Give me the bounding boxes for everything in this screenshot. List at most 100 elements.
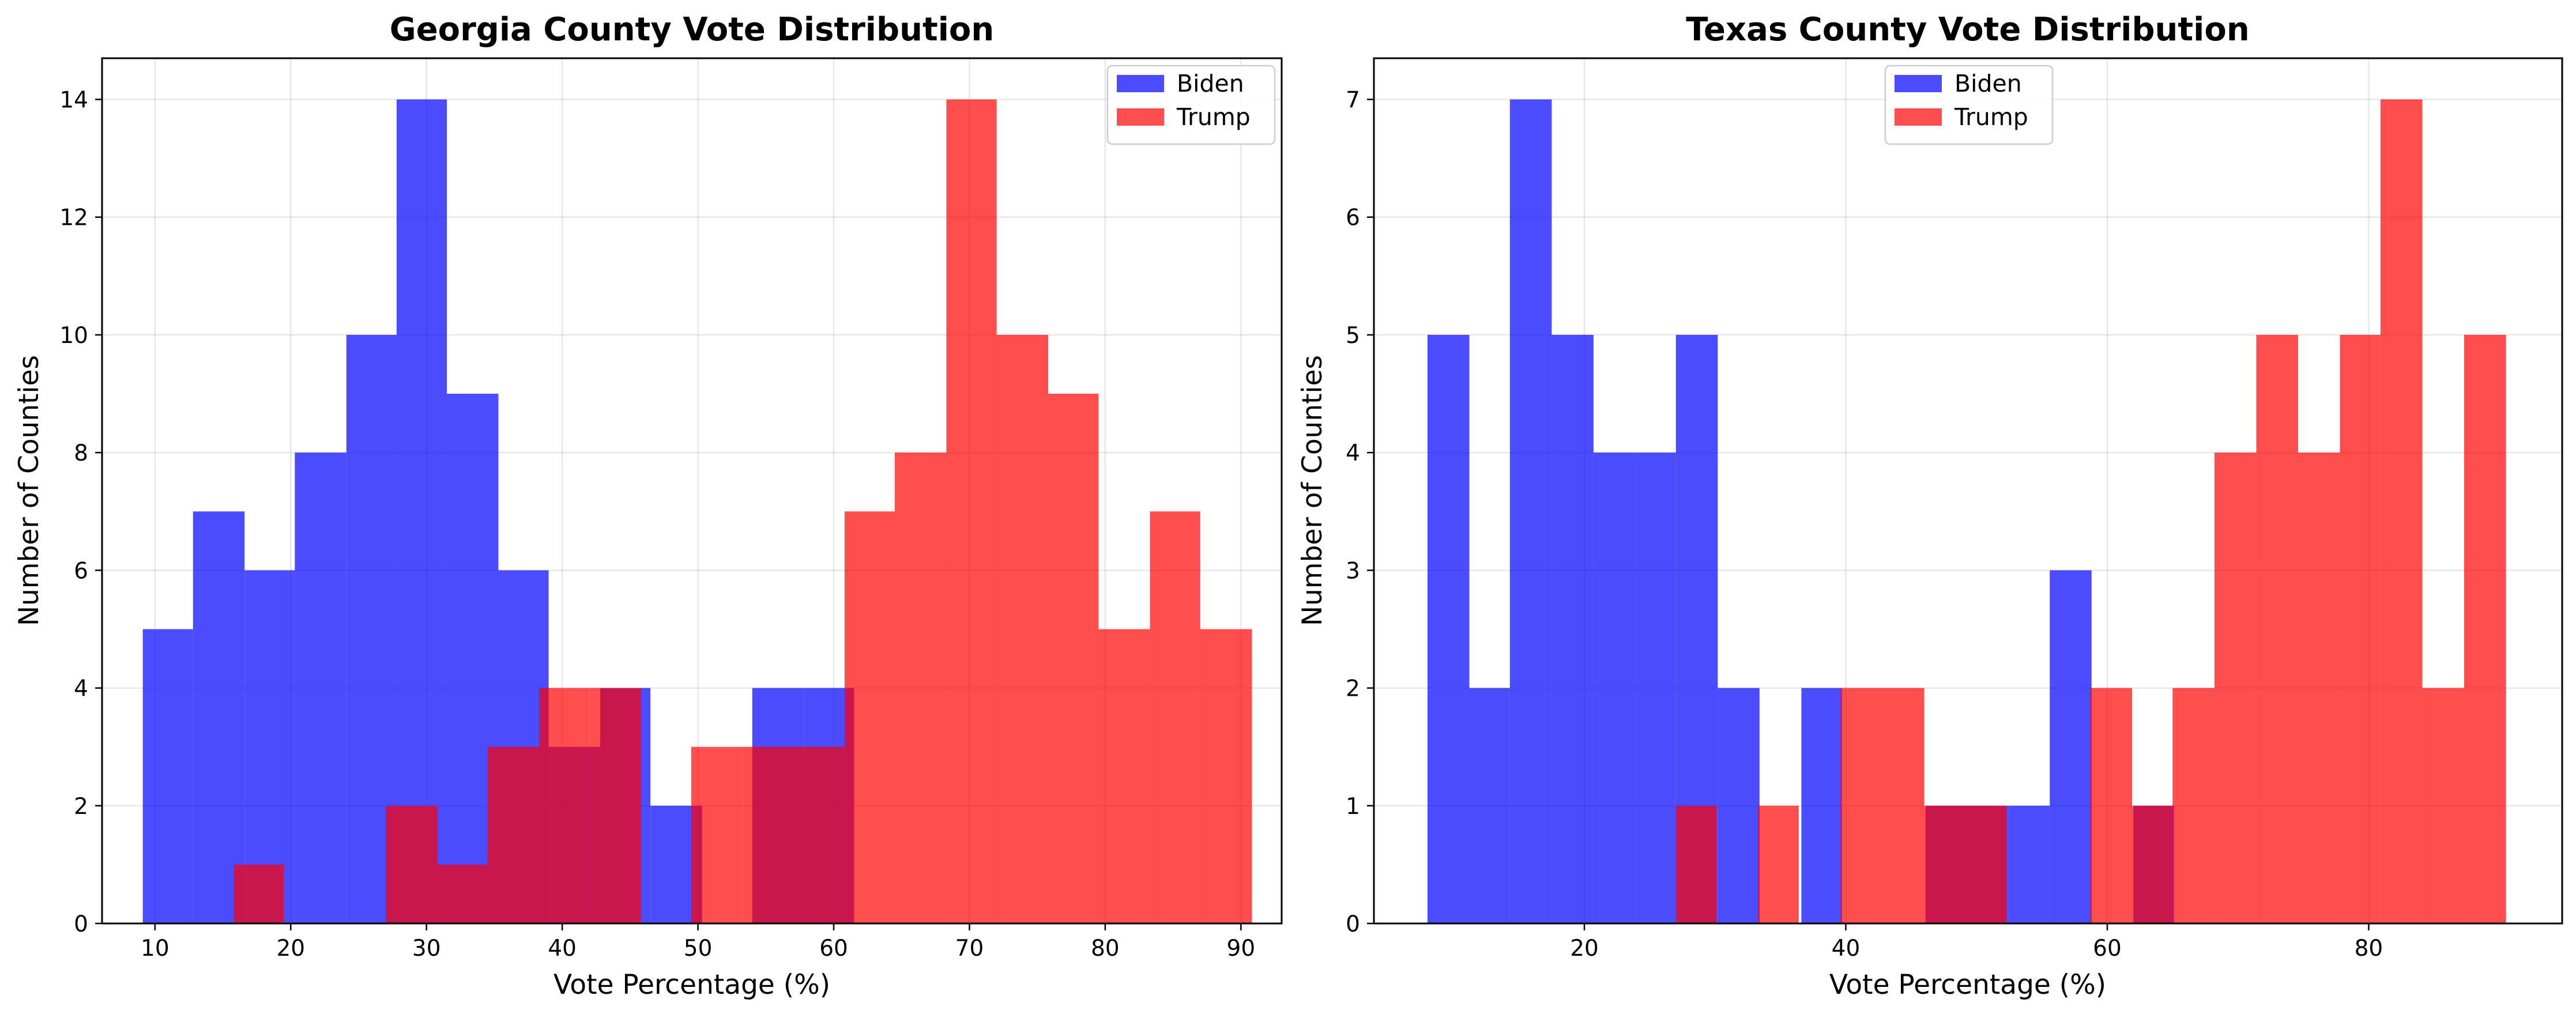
- texas-bars: [1427, 99, 2506, 923]
- texas-y-tick-label: 3: [1346, 558, 1360, 584]
- georgia-trump-bar: [1150, 511, 1200, 923]
- texas-biden-bar: [1427, 334, 1470, 923]
- texas-chart-panel: Texas County Vote Distribution 20 40 60 80 …: [1297, 11, 2563, 1001]
- georgia-x-tick-label: 40: [548, 936, 577, 962]
- georgia-x-axis-label: Vote Percentage (%): [553, 969, 830, 1001]
- texas-trump-bar: [1675, 805, 1717, 923]
- georgia-y-tick-label: 12: [59, 205, 88, 231]
- texas-trump-bar: [1882, 688, 1925, 923]
- texas-x-axis-label: Vote Percentage (%): [1829, 969, 2106, 1001]
- texas-trump-bar: [1924, 805, 1967, 923]
- georgia-trump-bar: [894, 453, 947, 923]
- georgia-y-ticks: 0 2 4 6 8 10 12 14: [59, 87, 102, 937]
- georgia-trump-bar: [743, 746, 793, 923]
- georgia-x-tick-label: 50: [684, 936, 713, 962]
- texas-legend-label-biden: Biden: [1954, 70, 2022, 97]
- texas-y-tick-label: 7: [1346, 87, 1360, 113]
- georgia-legend-label-trump: Trump: [1176, 103, 1251, 131]
- georgia-chart-title: Georgia County Vote Distribution: [390, 11, 995, 48]
- texas-chart-title: Texas County Vote Distribution: [1686, 11, 2249, 48]
- georgia-trump-bar: [844, 511, 895, 923]
- texas-biden-bar: [1635, 453, 1676, 923]
- georgia-biden-bar: [142, 629, 193, 923]
- georgia-legend-swatch-biden: [1117, 75, 1164, 92]
- georgia-trump-bar: [793, 746, 845, 923]
- georgia-trump-bar: [437, 864, 488, 923]
- texas-trump-bar: [2214, 453, 2257, 923]
- texas-trump-bar: [2340, 334, 2381, 923]
- texas-y-tick-label: 1: [1346, 794, 1360, 820]
- georgia-x-tick-label: 70: [955, 936, 984, 962]
- texas-trump-bar: [2090, 688, 2133, 923]
- georgia-trump-bar: [1048, 394, 1099, 923]
- texas-y-tick-label: 6: [1346, 205, 1360, 231]
- texas-x-tick-label: 80: [2355, 936, 2383, 962]
- georgia-legend: Biden Trump: [1106, 65, 1276, 145]
- texas-x-tick-label: 60: [2093, 936, 2122, 962]
- georgia-trump-bar: [1098, 629, 1150, 923]
- georgia-biden-bar: [193, 511, 245, 923]
- texas-legend-label-trump: Trump: [1954, 103, 2028, 131]
- georgia-plot-frame: [101, 57, 1283, 925]
- texas-legend-swatch-biden: [1895, 75, 1942, 92]
- texas-trump-bar: [1966, 805, 2007, 923]
- georgia-trump-bar: [487, 746, 540, 923]
- georgia-trump-bar: [589, 688, 641, 923]
- georgia-biden-bar: [295, 453, 347, 923]
- texas-biden-bar: [1718, 688, 1760, 923]
- texas-biden-bar: [2008, 805, 2050, 923]
- georgia-y-tick-label: 4: [74, 676, 88, 702]
- georgia-x-tick-label: 80: [1091, 936, 1120, 962]
- texas-y-ticks: 0 1 2 3 4 5 6 7: [1346, 87, 1374, 937]
- georgia-y-axis-label: Number of Counties: [13, 355, 45, 626]
- georgia-legend-label-biden: Biden: [1177, 70, 1244, 97]
- georgia-y-tick-label: 8: [74, 440, 88, 466]
- texas-biden-bar: [2050, 570, 2092, 923]
- texas-x-tick-label: 20: [1570, 936, 1599, 962]
- texas-trump-bar: [1758, 805, 1799, 923]
- texas-legend-swatch-trump: [1895, 108, 1942, 126]
- texas-trump-bar: [2422, 688, 2464, 923]
- texas-trump-bar: [2172, 688, 2215, 923]
- georgia-y-tick-label: 6: [74, 558, 88, 584]
- georgia-x-tick-label: 10: [141, 936, 170, 962]
- texas-trump-bar: [2256, 334, 2298, 923]
- georgia-y-tick-label: 2: [74, 794, 88, 820]
- georgia-x-ticks: 10 20 30 40 50 60 70 80 90: [141, 923, 1255, 962]
- georgia-y-tick-label: 0: [74, 911, 88, 937]
- georgia-trump-bar: [996, 334, 1049, 923]
- texas-biden-bar: [1469, 688, 1510, 923]
- texas-y-tick-label: 2: [1346, 676, 1360, 702]
- texas-y-tick-label: 0: [1346, 911, 1360, 937]
- georgia-x-tick-label: 90: [1227, 936, 1256, 962]
- georgia-biden-bar: [396, 99, 447, 923]
- texas-biden-bar: [1509, 99, 1552, 923]
- texas-plot-frame: [1373, 57, 2563, 925]
- georgia-x-tick-label: 60: [819, 936, 848, 962]
- georgia-chart-panel: Georgia County Vote Distribution 10 20 30 4…: [13, 11, 1283, 1001]
- texas-trump-bar: [2380, 99, 2423, 923]
- texas-legend: Biden Trump: [1884, 65, 2054, 145]
- georgia-x-tick-label: 20: [276, 936, 305, 962]
- texas-biden-bar: [1801, 688, 1842, 923]
- georgia-trump-bar: [946, 99, 997, 923]
- georgia-trump-bar: [386, 805, 438, 923]
- texas-x-ticks: 20 40 60 80: [1570, 923, 2383, 962]
- georgia-trump-bar: [234, 864, 284, 923]
- texas-y-axis-label: Number of Counties: [1297, 355, 1328, 626]
- georgia-y-tick-label: 10: [59, 323, 88, 349]
- texas-trump-bar: [2132, 805, 2173, 923]
- georgia-bars: [142, 99, 1252, 923]
- texas-biden-bar: [1551, 334, 1594, 923]
- georgia-trump-bar: [539, 688, 590, 923]
- georgia-y-tick-label: 14: [59, 87, 88, 113]
- georgia-x-tick-label: 30: [412, 936, 441, 962]
- georgia-trump-bar: [691, 746, 743, 923]
- texas-biden-bar: [1593, 453, 1636, 923]
- georgia-legend-swatch-trump: [1117, 108, 1164, 126]
- texas-x-tick-label: 40: [1832, 936, 1861, 962]
- georgia-trump-bar: [1200, 629, 1252, 923]
- texas-trump-bar: [1840, 688, 1882, 923]
- texas-trump-bar: [2298, 453, 2340, 923]
